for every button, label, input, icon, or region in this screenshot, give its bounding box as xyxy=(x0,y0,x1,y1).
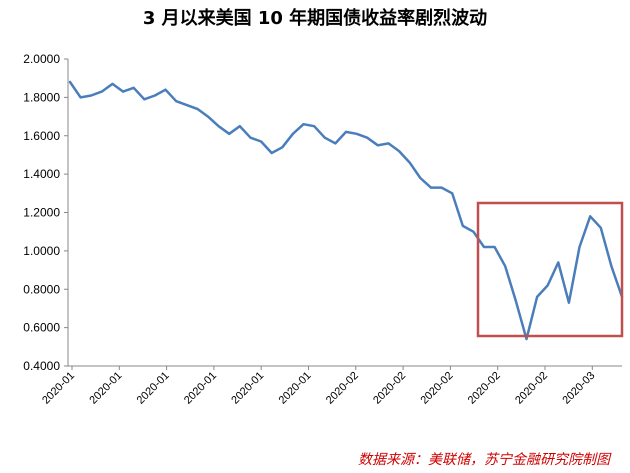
y-tick-label: 1.0000 xyxy=(23,244,60,258)
x-tick-label: 2020-01 xyxy=(40,370,77,407)
y-tick-label: 1.2000 xyxy=(23,206,60,220)
y-tick-label: 0.4000 xyxy=(23,359,60,373)
x-tick-label: 2020-02 xyxy=(371,370,408,407)
y-tick-label: 1.8000 xyxy=(23,90,60,104)
x-tick-label: 2020-02 xyxy=(324,370,361,407)
chart-title: 3 月以来美国 10 年期国债收益率剧烈波动 xyxy=(142,8,488,29)
highlight-box xyxy=(476,201,624,338)
chart-axes xyxy=(67,59,622,367)
x-tick-label: 2020-02 xyxy=(418,370,455,407)
y-tick-label: 0.8000 xyxy=(23,282,60,296)
x-tick-label: 2020-02 xyxy=(466,370,503,407)
x-tick-label: 2020-01 xyxy=(277,370,314,407)
y-tick-label: 0.6000 xyxy=(23,321,60,335)
y-tick-label: 1.4000 xyxy=(23,167,60,181)
source-note: 数据来源：美联储，苏宁金融研究院制图 xyxy=(358,452,610,468)
y-axis-ticks: 2.0000 1.8000 1.6000 1.4000 1.2000 1.0000 0.80… xyxy=(23,52,68,373)
series-line xyxy=(68,80,624,341)
x-tick-label: 2020-01 xyxy=(182,370,219,407)
y-tick-label: 1.6000 xyxy=(23,129,60,143)
x-tick-label: 2020-01 xyxy=(229,370,266,407)
x-axis-ticks: 2020-01 2020-01 2020-01 2020-01 2020-01 2020-… xyxy=(40,366,597,407)
x-tick-label: 2020-01 xyxy=(135,370,172,407)
y-tick-label: 2.0000 xyxy=(23,52,60,66)
x-tick-label: 2020-02 xyxy=(513,370,550,407)
series-layer xyxy=(68,80,624,341)
x-tick-label: 2020-01 xyxy=(87,370,124,407)
x-tick-label: 2020-03 xyxy=(560,370,597,407)
